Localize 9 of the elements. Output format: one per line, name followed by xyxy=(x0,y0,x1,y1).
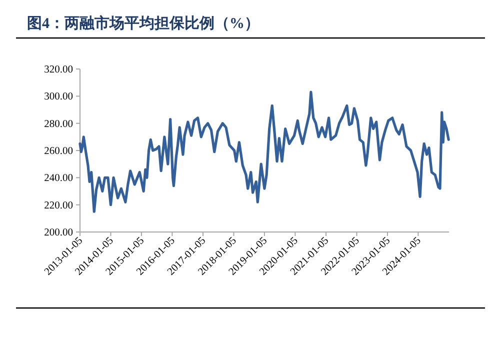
y-tick-label: 260.00 xyxy=(44,146,73,157)
line-series xyxy=(78,90,450,213)
chart-title: 图4：两融市场平均担保比例（%） xyxy=(27,14,260,32)
y-tick-label: 280.00 xyxy=(44,118,73,130)
y-tick-label: 300.00 xyxy=(44,92,73,103)
y-tick-label: 240.00 xyxy=(44,173,73,184)
y-tick-label: 320.00 xyxy=(44,64,73,76)
y-tick-label: 220.00 xyxy=(44,200,73,212)
y-tick-label: 200.00 xyxy=(44,228,73,238)
